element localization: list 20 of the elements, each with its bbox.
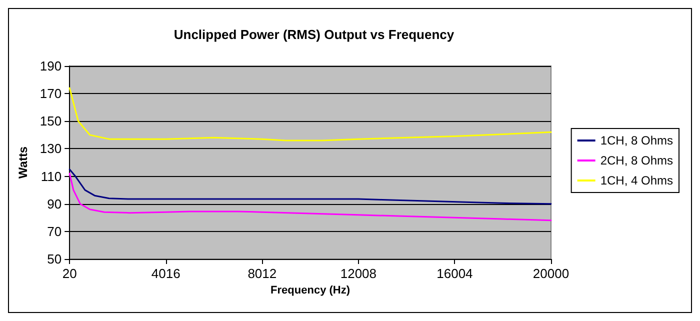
legend-label: 1CH, 8 Ohms — [600, 134, 673, 148]
y-tick-label: 70 — [47, 224, 62, 239]
y-tick-label: 150 — [40, 114, 62, 129]
legend-label: 2CH, 8 Ohms — [600, 154, 673, 168]
x-tick-label: 8012 — [248, 266, 277, 281]
x-tick-label: 12008 — [340, 266, 377, 281]
x-tick-label: 4016 — [151, 266, 180, 281]
legend-label: 1CH, 4 Ohms — [600, 174, 673, 188]
chart-title: Unclipped Power (RMS) Output vs Frequency — [174, 27, 455, 42]
x-tick-label: 16004 — [436, 266, 473, 281]
y-tick-label: 130 — [40, 141, 62, 156]
y-tick-label: 90 — [47, 196, 62, 212]
y-tick-label: 190 — [40, 58, 62, 74]
x-tick-label: 20 — [62, 266, 77, 281]
y-axis-title: Watts — [16, 146, 30, 179]
y-tick-label: 50 — [47, 252, 62, 266]
x-axis-title: Frequency (Hz) — [270, 284, 350, 296]
y-tick-label: 110 — [40, 168, 62, 184]
y-tick-label: 170 — [40, 86, 62, 102]
x-tick-label: 20000 — [532, 266, 570, 281]
